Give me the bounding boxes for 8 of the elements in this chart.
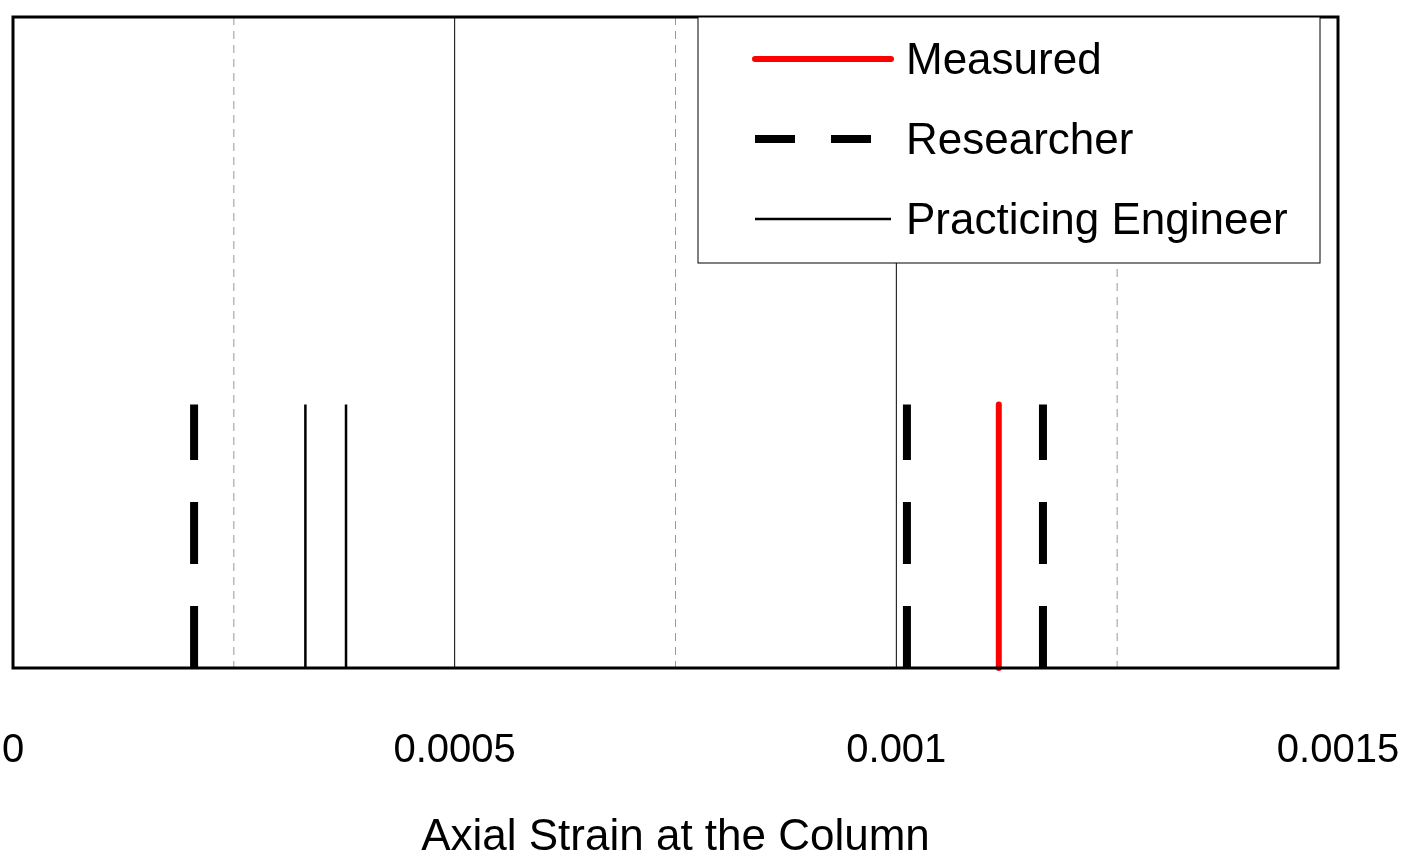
legend-label: Researcher xyxy=(906,114,1134,163)
x-tick-label: 0.0005 xyxy=(393,726,516,770)
x-tick-label: 0.0015 xyxy=(1276,726,1400,770)
x-tick-label: 0 xyxy=(1,726,25,770)
legend-label: Measured xyxy=(906,34,1102,83)
x-axis-title: Axial Strain at the Column xyxy=(421,810,930,859)
legend-label: Practicing Engineer xyxy=(906,194,1288,243)
x-tick-label: 0.001 xyxy=(846,726,947,770)
